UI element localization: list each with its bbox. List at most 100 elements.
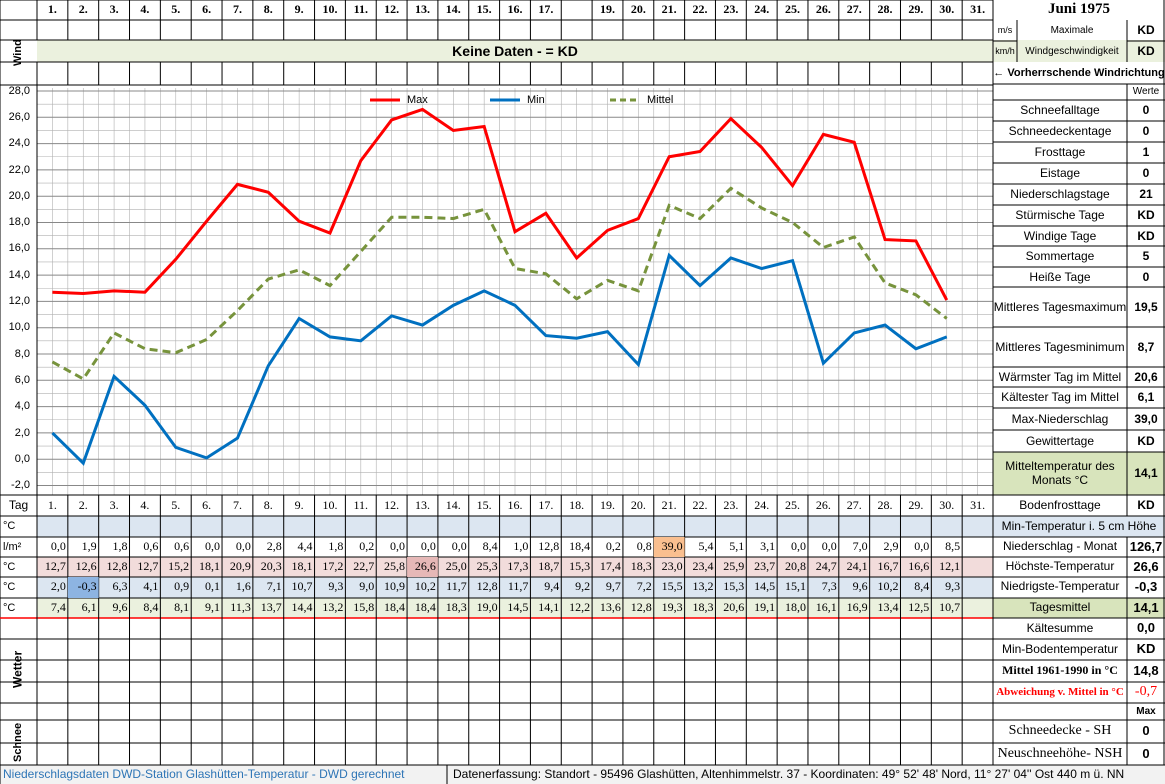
value-cell: 24,1 bbox=[846, 559, 868, 574]
day-label: 11. bbox=[353, 497, 369, 512]
value-cell: 25,3 bbox=[476, 559, 498, 574]
value-cell: 20,6 bbox=[723, 600, 745, 615]
value-cell: 18,7 bbox=[538, 559, 560, 574]
summary-value: 0 bbox=[1142, 269, 1150, 284]
row-bg bbox=[37, 577, 993, 598]
day-label: 22. bbox=[692, 497, 708, 512]
value-cell: 8,4 bbox=[914, 579, 930, 594]
day-label: 1. bbox=[47, 497, 57, 512]
footer-bg bbox=[0, 765, 1165, 784]
value-cell: 9,7 bbox=[605, 579, 621, 594]
day-header: 13. bbox=[414, 2, 430, 17]
precipitation-cell: 0,0 bbox=[790, 539, 806, 554]
day-label: 16. bbox=[507, 497, 523, 512]
y-tick-label: 6,0 bbox=[14, 373, 30, 386]
day-header: 28. bbox=[877, 2, 893, 17]
value-cell: 12,8 bbox=[106, 559, 128, 574]
precipitation-cell: 1,9 bbox=[81, 539, 97, 554]
day-header: 8. bbox=[263, 2, 273, 17]
precipitation-cell: 0,0 bbox=[205, 539, 221, 554]
series-line bbox=[51, 186, 948, 381]
value-cell: -0,3 bbox=[77, 579, 97, 594]
legend-label: Max bbox=[407, 93, 428, 106]
weather-label: Wetter bbox=[10, 650, 25, 688]
value-cell: 20,9 bbox=[229, 559, 251, 574]
summary-label: Mittleres Tagesminimum bbox=[995, 339, 1125, 354]
day-header: 31. bbox=[970, 2, 986, 17]
value-cell: 20,8 bbox=[784, 559, 806, 574]
value-cell: 14,5 bbox=[754, 579, 776, 594]
day-label: 31. bbox=[970, 497, 986, 512]
summary-value: 39,0 bbox=[1134, 411, 1158, 426]
value-cell: 15,3 bbox=[723, 579, 745, 594]
value-cell: 10,2 bbox=[877, 579, 899, 594]
row-summary-label: Niedrigste-Temperatur bbox=[1000, 579, 1120, 594]
y-tick-label: 28,0 bbox=[8, 84, 30, 97]
value-cell: 9,4 bbox=[544, 579, 560, 594]
value-cell: 22,7 bbox=[353, 559, 375, 574]
value-cell: 12,8 bbox=[630, 600, 652, 615]
lower-summary-label: Kältesumme bbox=[1026, 620, 1094, 635]
lower-summary-label: Mittel 1961-1990 in °C bbox=[1002, 663, 1118, 678]
y-tick-label: -2,0 bbox=[11, 479, 30, 492]
day-header: 27. bbox=[846, 2, 862, 17]
summary-label: Wärmster Tag im Mittel bbox=[998, 369, 1122, 384]
summary-value: 0 bbox=[1142, 103, 1150, 118]
day-label: 14. bbox=[445, 497, 461, 512]
highlight-cell bbox=[653, 537, 685, 557]
lower-summary-value: -0,7 bbox=[1134, 684, 1158, 700]
footer-source: Niederschlagsdaten DWD-Station Glashütte… bbox=[3, 766, 405, 781]
value-cell: 16,6 bbox=[908, 559, 930, 574]
value-cell: 15,2 bbox=[168, 559, 190, 574]
y-tick-label: 12,0 bbox=[8, 295, 30, 308]
value-cell: 16,1 bbox=[815, 600, 837, 615]
precipitation-cell: 4,4 bbox=[297, 539, 313, 554]
summary-label: Schneefalltage bbox=[1020, 103, 1100, 118]
summary-label: Sommertage bbox=[1025, 249, 1095, 264]
precipitation-cell: 5,1 bbox=[729, 539, 745, 554]
summary-label: Kältester Tag im Mittel bbox=[1001, 390, 1119, 405]
summary-value: KD bbox=[1137, 228, 1155, 243]
day-header: 2. bbox=[78, 2, 88, 17]
day-header: 5. bbox=[171, 2, 181, 17]
y-tick-label: 14,0 bbox=[8, 268, 30, 281]
day-label: 21. bbox=[661, 497, 677, 512]
value-cell: 0,9 bbox=[174, 579, 190, 594]
day-label: 6. bbox=[202, 497, 212, 512]
value-cell: 12,1 bbox=[939, 559, 961, 574]
wind-label-cell: Maximale bbox=[1050, 24, 1094, 36]
value-cell: 10,2 bbox=[414, 579, 436, 594]
value-cell: 15,5 bbox=[661, 579, 683, 594]
y-tick-label: 0,0 bbox=[14, 452, 30, 465]
value-cell: 9,6 bbox=[852, 579, 868, 594]
day-label: 23. bbox=[723, 497, 739, 512]
unit-label: °C bbox=[3, 581, 16, 594]
lower-summary-label: Min-Bodentemperatur bbox=[1001, 641, 1119, 656]
day-label: 10. bbox=[322, 497, 338, 512]
value-cell: 9,6 bbox=[112, 600, 128, 615]
day-header: 12. bbox=[384, 2, 400, 17]
row-summary-label: Min-Temperatur i. 5 cm Höhe bbox=[1001, 518, 1157, 533]
wind-label-cell: Windgeschwindigkeit bbox=[1025, 45, 1119, 57]
day-header: 11. bbox=[353, 2, 368, 17]
value-cell: 25,0 bbox=[445, 559, 467, 574]
lower-summary-value: 0,0 bbox=[1136, 620, 1156, 636]
summary-value: 0 bbox=[1142, 166, 1150, 181]
summary-label: Mittleres Tagesmaximum bbox=[993, 299, 1127, 314]
value-cell: 25,9 bbox=[723, 559, 745, 574]
precipitation-cell: 0,0 bbox=[914, 539, 930, 554]
lower-summary-label: Neuschneehöhe- NSH bbox=[997, 745, 1123, 761]
day-header: 30. bbox=[939, 2, 955, 17]
value-cell: 17,2 bbox=[322, 559, 344, 574]
value-cell: 9,0 bbox=[359, 579, 375, 594]
lower-summary-value: Max bbox=[1136, 705, 1156, 717]
value-cell: 18,3 bbox=[445, 600, 467, 615]
value-cell: 15,3 bbox=[569, 559, 591, 574]
day-row-label: Tag bbox=[8, 497, 29, 512]
lower-summary-value: 0 bbox=[1142, 745, 1150, 761]
summary-label: Niederschlagstage bbox=[1010, 187, 1110, 202]
summary-value: KD bbox=[1137, 208, 1155, 223]
value-cell: 11,7 bbox=[507, 579, 529, 594]
day-label: 15. bbox=[476, 497, 492, 512]
y-tick-label: 26,0 bbox=[8, 110, 30, 123]
